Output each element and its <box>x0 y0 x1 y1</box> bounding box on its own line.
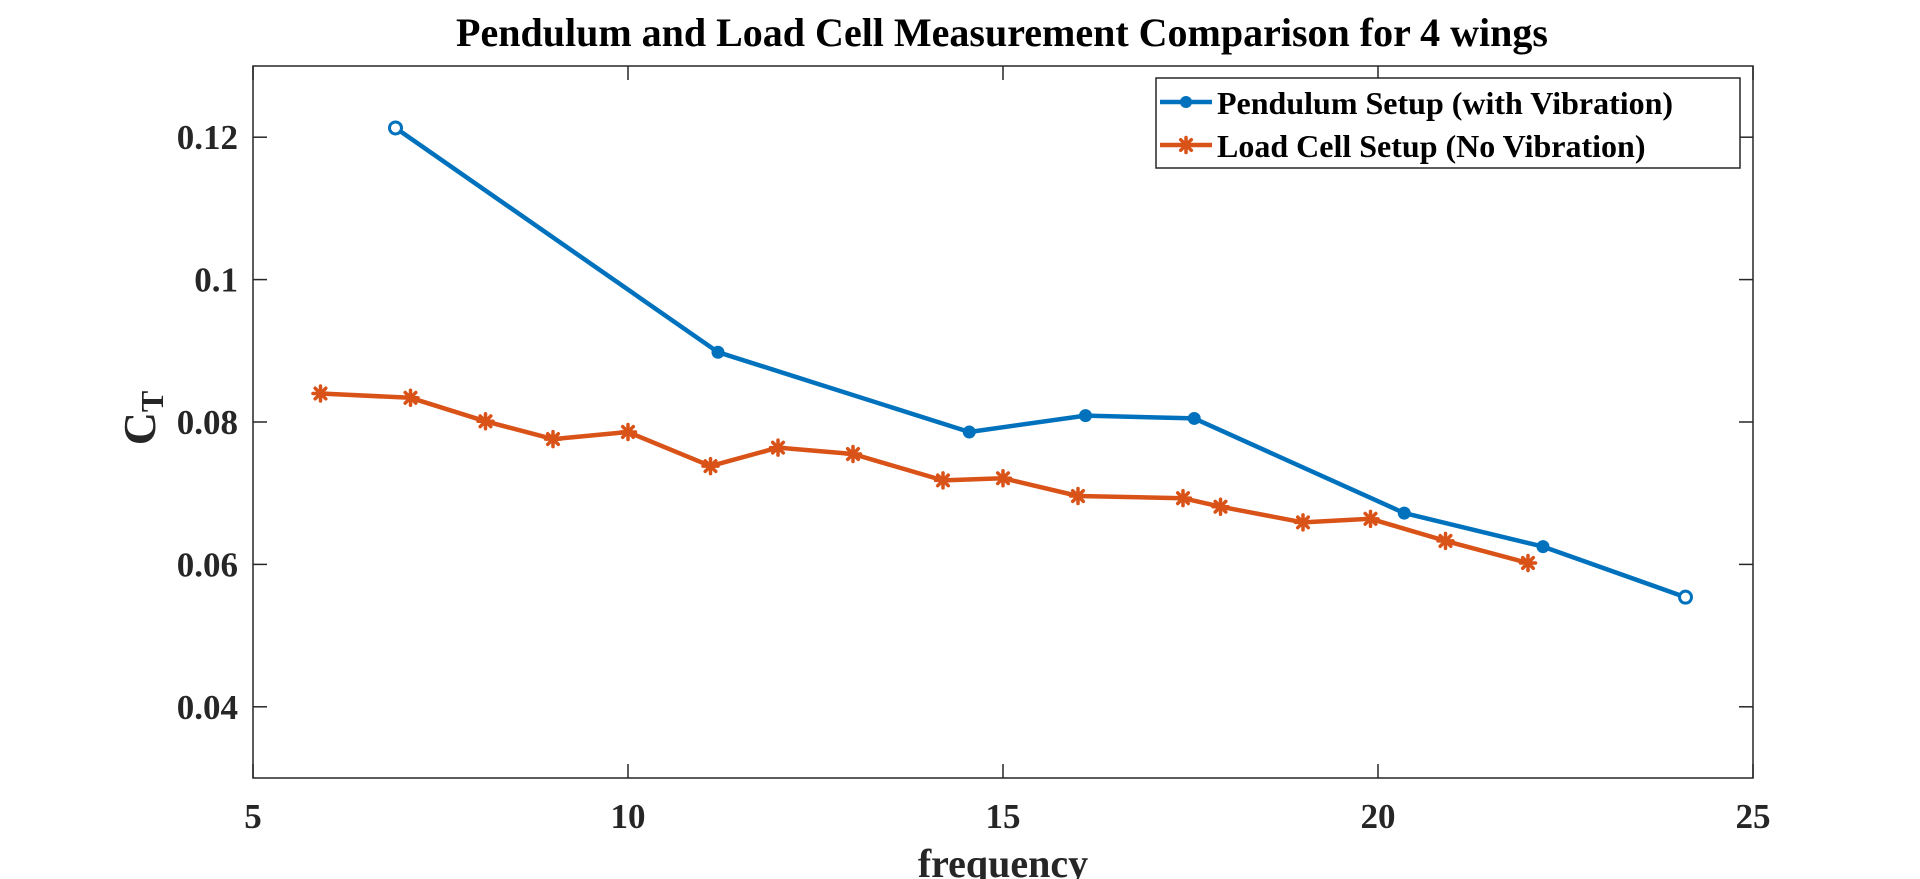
y-axis-label: CT <box>114 391 170 446</box>
data-point-pendulum <box>962 425 976 439</box>
series-line-pendulum <box>394 126 1687 600</box>
series-layer <box>311 120 1693 605</box>
x-tick-labels: 5 10 15 20 25 <box>244 797 1770 836</box>
data-point-load-cell <box>401 388 420 408</box>
y-axis-label-main: C <box>114 412 165 445</box>
asterisk-core <box>1073 491 1083 501</box>
x-tick-label: 25 <box>1736 797 1771 836</box>
x-tick-label: 10 <box>611 797 646 836</box>
data-point-load-cell <box>618 422 638 442</box>
data-point-pendulum <box>1536 540 1550 554</box>
legend[interactable]: Pendulum Setup (with Vibration) Load Cel… <box>1155 77 1741 169</box>
data-point-load-cell <box>1068 486 1088 506</box>
asterisk-core <box>1216 502 1225 512</box>
data-point-pendulum <box>1397 506 1411 520</box>
y-tick-label: 0.08 <box>177 403 238 442</box>
data-point-pendulum <box>711 345 725 359</box>
data-point-load-cell <box>476 412 495 431</box>
asterisk-core <box>1523 558 1533 568</box>
legend-asterisk <box>1176 135 1196 155</box>
data-point-load-cell <box>1211 497 1230 516</box>
plot-area <box>252 65 1754 779</box>
asterisk-core <box>406 393 415 403</box>
data-point-load-cell <box>1518 553 1538 573</box>
x-tick-label: 20 <box>1361 797 1396 836</box>
asterisk-core <box>1298 517 1308 527</box>
asterisk-core <box>773 443 783 453</box>
data-point-load-cell <box>993 468 1013 488</box>
x-tick-label: 15 <box>986 797 1021 836</box>
legend-marker-load-cell <box>1176 135 1196 155</box>
series-pendulum <box>388 120 1693 605</box>
data-point-load-cell <box>1361 509 1380 529</box>
asterisk-core <box>1441 536 1450 546</box>
x-tick-label: 5 <box>244 797 262 836</box>
asterisk-core <box>998 473 1008 483</box>
asterisk-core <box>1366 514 1375 524</box>
asterisk-core <box>548 434 558 444</box>
asterisk-core <box>938 475 948 485</box>
axis-ticks <box>252 66 1754 778</box>
legend-marker-pendulum <box>1180 96 1192 108</box>
data-point-load-cell <box>843 444 863 464</box>
asterisk-core <box>1181 140 1191 150</box>
data-point-load-cell <box>543 429 563 449</box>
data-point-load-cell <box>933 471 953 490</box>
data-point-load-cell <box>1293 513 1313 532</box>
legend-box <box>1155 77 1741 169</box>
legend-label-load-cell: Load Cell Setup (No Vibration) <box>1217 128 1645 164</box>
y-tick-label: 0.04 <box>177 688 238 727</box>
asterisk-core <box>706 461 715 471</box>
data-point-load-cell <box>1436 531 1455 551</box>
asterisk-core <box>623 427 633 437</box>
y-tick-labels: 0.04 0.06 0.08 0.1 0.12 <box>177 118 238 727</box>
data-point-load-cell <box>1173 488 1193 508</box>
y-tick-label: 0.1 <box>194 261 238 300</box>
asterisk-core <box>316 389 325 399</box>
legend-item-pendulum[interactable]: Pendulum Setup (with Vibration) <box>1160 85 1673 121</box>
data-point-pendulum <box>1187 411 1201 425</box>
chart-title: Pendulum and Load Cell Measurement Compa… <box>456 10 1548 55</box>
asterisk-core <box>848 449 858 459</box>
x-axis-label: frequency <box>918 841 1088 879</box>
data-point-pendulum <box>388 120 403 136</box>
data-point-load-cell <box>701 456 720 476</box>
y-axis-label-subscript: T <box>134 391 170 412</box>
data-point-load-cell <box>768 438 788 457</box>
series-load-cell <box>311 384 1538 573</box>
data-point-pendulum <box>1678 589 1693 605</box>
asterisk-core <box>1178 493 1188 503</box>
y-tick-label: 0.12 <box>177 118 238 157</box>
y-tick-label: 0.06 <box>177 545 238 584</box>
asterisk-core <box>481 416 490 426</box>
data-point-load-cell <box>311 384 330 403</box>
legend-label-pendulum: Pendulum Setup (with Vibration) <box>1217 85 1673 121</box>
legend-item-load-cell[interactable]: Load Cell Setup (No Vibration) <box>1160 128 1645 164</box>
data-point-pendulum <box>1079 409 1092 423</box>
